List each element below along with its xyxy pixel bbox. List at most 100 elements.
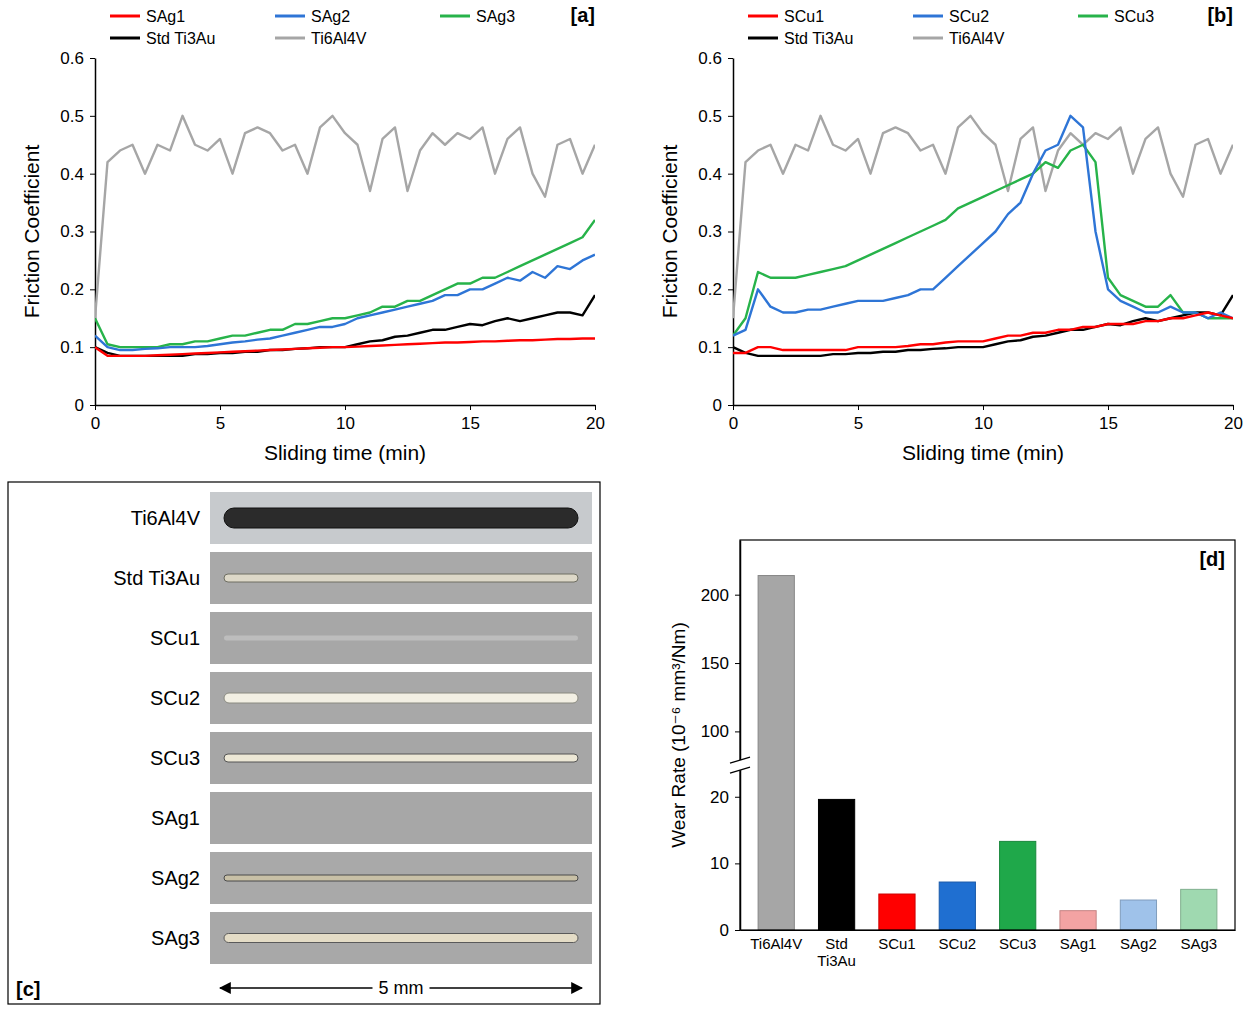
legend-swatch [110,37,140,40]
tick-mark [90,347,95,348]
sample-label: SCu3 [150,747,200,769]
tick-label: 0.1 [698,338,722,357]
y-axis-title: Wear Rate (10⁻⁶ mm³/Nm) [668,622,689,847]
tick-label: 0.3 [698,222,722,241]
series-line [733,116,1233,318]
tick: 100 [701,722,740,741]
tick-label: Ti6Al4V [750,935,802,952]
series-line [733,145,1233,336]
y-axis-title: Friction Coefficient [20,145,43,319]
tick-label: 0 [720,921,729,940]
tick: 20 [1224,405,1243,433]
tick: 0.3 [698,222,733,241]
legend-item: SAg2 [275,8,350,25]
plot-area [95,116,595,356]
tick: 200 [701,586,740,605]
panel-frame [8,482,600,1004]
tick-mark [90,116,95,117]
wear-track-row: Ti6Al4V [131,492,592,544]
tick-label: 20 [710,788,729,807]
tick: 0.4 [698,165,733,184]
tick-label: 5 [854,414,863,433]
track-photo [210,852,592,904]
tick: 20 [710,788,740,807]
tick: 15 [461,405,480,433]
tick-mark [220,405,221,410]
tick-label: 10 [336,414,355,433]
wear-track-row: SAg2 [151,852,592,904]
sample-label: SAg1 [151,807,200,829]
wear-track [224,636,578,641]
tick-label: 0.4 [698,165,722,184]
tick-label: SCu1 [878,935,916,952]
wear-track [224,754,578,762]
sample-label: SCu2 [150,687,200,709]
tick-label-line: Std [825,935,848,952]
legend-swatch [748,37,778,40]
track-photo [210,792,592,844]
legend-label: SCu3 [1114,8,1154,25]
tick: 0 [729,405,738,433]
tick-label: 15 [461,414,480,433]
legend-swatch [1078,15,1108,18]
bar [939,882,975,930]
sample-label: SAg3 [151,927,200,949]
bar-chart-panel: 01020100150200Ti6Al4VStdTi3AuSCu1SCu2SCu… [668,540,1235,969]
tick: 10 [974,405,993,433]
legend-item: SCu1 [748,8,824,25]
tick: 15 [1099,405,1118,433]
tick-label: 0.6 [698,49,722,68]
y-axis: 01020100150200 [701,541,741,940]
tick: 0.2 [698,280,733,299]
tick-label: 20 [586,414,605,433]
tick-label: 0 [713,396,722,415]
x-axis-title: Sliding time (min) [902,441,1064,464]
tick-label: 200 [701,586,729,605]
sample-label: Std Ti3Au [113,567,200,589]
panel-label: [d] [1199,548,1225,570]
tick-label: 20 [1224,414,1243,433]
legend-item: SCu3 [1078,8,1154,25]
legend-label: Ti6Al4V [311,30,367,47]
tick-label: 0 [91,414,100,433]
tick-label: 100 [701,722,729,741]
series-line [95,338,595,355]
legend-label: Std Ti3Au [146,30,215,47]
sample-label: SAg2 [151,867,200,889]
plot-area [758,576,1217,930]
sample-label: Ti6Al4V [131,507,201,529]
tick: SAg2 [1120,935,1157,952]
wear-track [224,934,578,943]
axis-line [740,541,742,931]
track-photo [210,612,592,664]
x-axis: 0 5 10 15 20 [91,405,605,433]
legend-label: SAg2 [311,8,350,25]
tick-label: 15 [1099,414,1118,433]
bar [1060,911,1096,930]
series-line [95,255,595,350]
tick: SAg3 [1180,935,1217,952]
bar [879,894,915,930]
tick-label-line: Ti3Au [817,952,856,969]
legend-item: Ti6Al4V [913,30,1005,47]
tick: 5 [854,405,863,433]
legend-swatch [913,15,943,18]
tick-label: SAg3 [1180,935,1217,952]
tick: 5 [216,405,225,433]
x-axis: 0 5 10 15 20 [729,405,1243,433]
tick-mark [90,58,95,59]
tick: SAg1 [1060,935,1097,952]
y-axis: 00.10.20.30.40.50.6 [60,49,95,415]
legend-swatch [275,37,305,40]
line-chart-panel: 0510152000.10.20.30.40.50.6Sliding time … [658,4,1243,464]
wear-track-row: SCu3 [150,732,592,784]
bar [1000,841,1036,930]
tick-mark [90,289,95,290]
tick-mark [595,405,596,410]
axis-break [730,757,750,773]
legend-label: Std Ti3Au [784,30,853,47]
tick-mark [735,595,740,596]
axis-line [741,930,1236,931]
series-line [733,116,1233,336]
tick-mark [728,116,733,117]
